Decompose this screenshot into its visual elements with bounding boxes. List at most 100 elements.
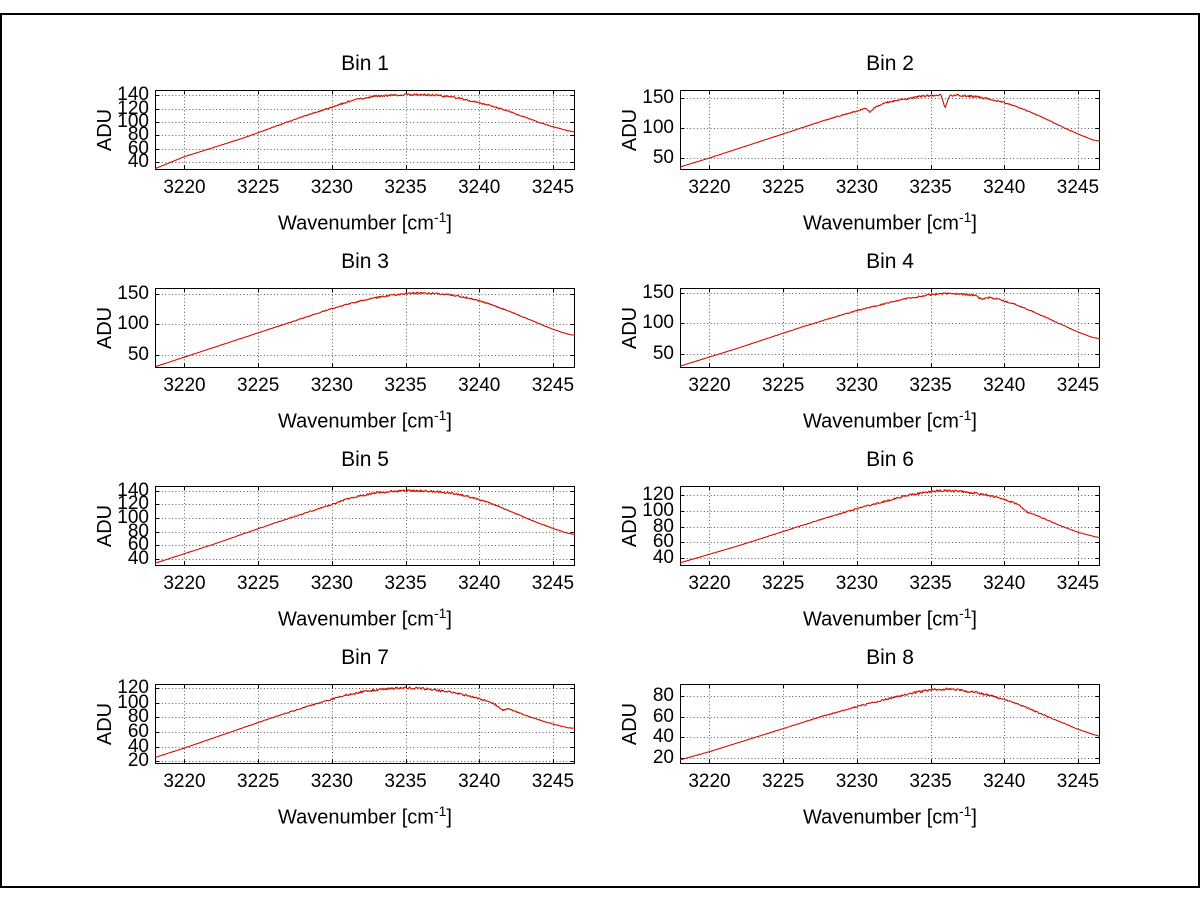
y-tick-label: 150 <box>117 283 149 305</box>
plot-canvas-bin-4 <box>680 288 1100 368</box>
x-tick-label: 3225 <box>762 573 805 594</box>
y-tick-label: 20 <box>652 746 674 768</box>
x-axis-label: Wavenumber [cm-1] <box>278 803 452 829</box>
y-tick-label: 60 <box>127 534 149 556</box>
y-tick-label: 60 <box>652 705 674 727</box>
subplot-bin-8: Bin 8 ADU 20 40 60 80 3220 3225 3230 3235 3240 3245… <box>540 644 1130 836</box>
x-tick-label: 3240 <box>983 375 1026 396</box>
x-tick-label: 3225 <box>762 177 805 198</box>
plot-canvas-bin-2 <box>680 90 1100 170</box>
subplot-title: Bin 5 <box>341 448 389 471</box>
y-tick-label: 150 <box>642 86 674 108</box>
y-tick-label: 100 <box>117 507 149 529</box>
plot-canvas-bin-5 <box>155 486 575 566</box>
x-tick-label: 3245 <box>531 375 575 396</box>
subplot-title: Bin 8 <box>866 646 914 669</box>
y-tick-label: 80 <box>127 124 149 146</box>
y-tick-label: 120 <box>117 493 149 515</box>
subplot-bin-3: Bin 3 ADU 50 100 150 3220 3225 3230 3235 3240 3245… <box>15 248 605 440</box>
y-tick-label: 120 <box>642 484 674 506</box>
x-axis-label: Wavenumber [cm-1] <box>278 209 452 235</box>
x-tick-label: 3245 <box>531 573 575 594</box>
y-tick-label: 20 <box>127 750 149 772</box>
y-tick-label: 100 <box>117 691 149 713</box>
x-tick-label: 3240 <box>983 573 1026 594</box>
y-tick-label: 100 <box>642 312 674 334</box>
y-tick-label: 60 <box>127 137 149 159</box>
y-tick-label: 140 <box>117 479 149 501</box>
x-axis-label: Wavenumber [cm-1] <box>803 803 977 829</box>
x-axis-label: Wavenumber [cm-1] <box>278 605 452 631</box>
x-tick-label: 3240 <box>458 573 501 594</box>
y-tick-label: 60 <box>127 721 149 742</box>
y-tick-label: 150 <box>642 281 674 303</box>
y-tick-label: 100 <box>642 500 674 522</box>
x-tick-label: 3225 <box>762 375 805 396</box>
subplot-title: Bin 6 <box>866 448 914 471</box>
x-tick-label: 3230 <box>310 177 353 198</box>
x-tick-label: 3235 <box>384 771 427 792</box>
subplot-bin-6: Bin 6 ADU 40 60 80 100 120 3220 3225 3230 3235 3240… <box>540 446 1130 638</box>
frame-border-left <box>0 13 2 888</box>
x-axis-label: Wavenumber [cm-1] <box>803 407 977 433</box>
plot-canvas-bin-8 <box>680 684 1100 764</box>
y-tick-label: 40 <box>652 547 674 569</box>
y-tick-label: 140 <box>117 84 149 106</box>
x-tick-label: 3220 <box>163 375 206 396</box>
x-tick-label: 3220 <box>688 573 731 594</box>
y-tick-label: 40 <box>127 151 149 172</box>
x-tick-label: 3225 <box>237 573 280 594</box>
y-tick-label: 80 <box>652 685 674 707</box>
x-tick-label: 3235 <box>909 177 952 198</box>
x-tick-label: 3220 <box>688 177 731 198</box>
y-tick-label: 60 <box>652 531 674 553</box>
x-tick-label: 3245 <box>1056 771 1100 792</box>
x-tick-label: 3235 <box>384 573 427 594</box>
x-tick-label: 3230 <box>310 771 353 792</box>
subplot-bin-5: Bin 5 ADU 40 60 80 100 120 140 3220 3225 3230 3235 3… <box>15 446 605 638</box>
x-tick-label: 3240 <box>458 771 501 792</box>
x-tick-label: 3235 <box>909 771 952 792</box>
x-tick-label: 3225 <box>762 771 805 792</box>
x-tick-label: 3220 <box>163 573 206 594</box>
x-tick-label: 3230 <box>835 375 878 396</box>
x-tick-label: 3240 <box>458 375 501 396</box>
x-tick-label: 3240 <box>983 177 1026 198</box>
plot-canvas-bin-1 <box>155 90 575 170</box>
y-tick-label: 100 <box>642 116 674 138</box>
x-tick-label: 3230 <box>310 573 353 594</box>
x-tick-label: 3235 <box>909 375 952 396</box>
y-tick-label: 100 <box>117 111 149 132</box>
plot-canvas-bin-6 <box>680 486 1100 566</box>
y-tick-label: 80 <box>127 706 149 728</box>
x-tick-label: 3235 <box>909 573 952 594</box>
x-tick-label: 3245 <box>531 771 575 792</box>
plot-canvas-bin-3 <box>155 288 575 368</box>
subplot-title: Bin 7 <box>341 646 389 669</box>
y-tick-label: 120 <box>117 97 149 119</box>
frame-border-bottom <box>0 886 1200 888</box>
y-tick-label: 80 <box>652 515 674 537</box>
subplot-bin-1: Bin 1 ADU 40 60 80 100 120 140 3220 3225 3230 3235 3… <box>15 50 605 242</box>
x-tick-label: 3245 <box>531 177 575 198</box>
subplot-title: Bin 1 <box>341 52 389 75</box>
x-tick-label: 3220 <box>163 771 206 792</box>
x-tick-label: 3230 <box>310 375 353 396</box>
x-tick-label: 3235 <box>384 177 427 198</box>
subplot-bin-7: Bin 7 ADU 20 40 60 80 100 120 3220 3225 3230 3235 32… <box>15 644 605 836</box>
y-tick-label: 120 <box>117 677 149 699</box>
y-tick-label: 50 <box>652 146 674 168</box>
x-tick-label: 3230 <box>835 771 878 792</box>
frame-border-right <box>1198 13 1200 888</box>
y-tick-label: 100 <box>117 313 149 335</box>
plot-canvas-bin-7 <box>155 684 575 764</box>
x-axis-label: Wavenumber [cm-1] <box>803 605 977 631</box>
x-axis-label: Wavenumber [cm-1] <box>803 209 977 235</box>
y-tick-label: 80 <box>127 520 149 542</box>
y-tick-label: 40 <box>127 735 149 757</box>
x-tick-label: 3220 <box>688 375 731 396</box>
x-tick-label: 3240 <box>458 177 501 198</box>
subplot-title: Bin 3 <box>341 250 389 273</box>
